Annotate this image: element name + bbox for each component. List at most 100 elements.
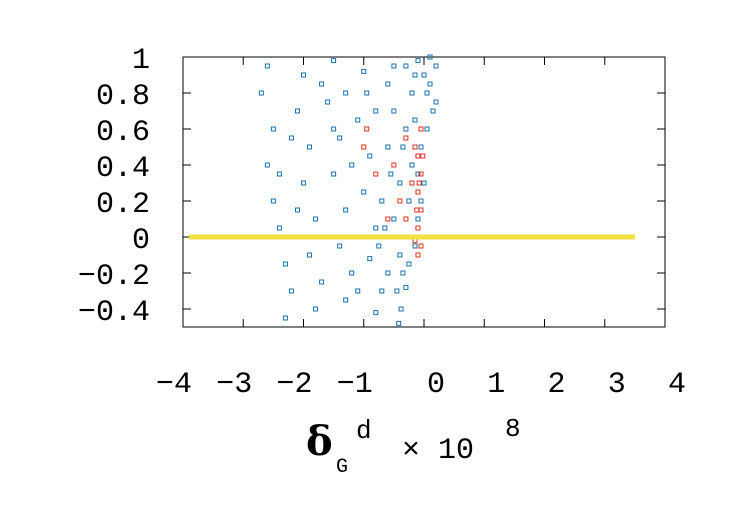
point xyxy=(412,117,418,123)
point xyxy=(403,63,409,69)
point xyxy=(373,310,379,316)
point xyxy=(379,198,385,204)
x-axis-label: δ G d × 10 8 xyxy=(306,414,521,482)
plot-frame xyxy=(182,56,666,328)
x-label-exp: 8 xyxy=(505,414,521,444)
point xyxy=(294,108,300,114)
point xyxy=(433,99,439,105)
point xyxy=(264,162,270,168)
point xyxy=(400,270,406,276)
point xyxy=(415,153,421,159)
point xyxy=(288,135,294,141)
x-tick-label: 1 xyxy=(487,368,505,402)
point xyxy=(376,243,382,249)
point xyxy=(301,180,306,186)
point xyxy=(270,126,276,132)
point xyxy=(391,162,397,168)
point xyxy=(325,99,331,105)
point xyxy=(385,144,391,150)
x-tick-label: −1 xyxy=(337,368,373,402)
point xyxy=(373,225,379,231)
point xyxy=(403,126,409,132)
x-label-sup: d xyxy=(356,416,372,446)
y-tick-label: 0.2 xyxy=(96,188,150,222)
point xyxy=(373,108,379,114)
point xyxy=(364,90,370,96)
point xyxy=(421,180,427,186)
point xyxy=(337,243,343,249)
point xyxy=(385,216,391,222)
point xyxy=(301,72,306,78)
point xyxy=(307,252,313,258)
point xyxy=(415,189,421,195)
point xyxy=(388,171,394,177)
point xyxy=(415,171,421,177)
point xyxy=(418,126,424,132)
point xyxy=(412,243,418,249)
y-tick-label: −0.2 xyxy=(78,260,150,294)
point xyxy=(276,171,282,177)
point xyxy=(409,180,415,186)
point xyxy=(430,108,436,114)
point xyxy=(258,90,264,96)
point xyxy=(400,144,406,150)
point xyxy=(415,225,421,231)
y-tick-label: 0.8 xyxy=(96,80,150,114)
point xyxy=(418,207,424,213)
y-tick-label: 0 xyxy=(132,224,150,258)
point xyxy=(276,225,282,231)
point xyxy=(264,63,270,69)
point xyxy=(424,90,430,96)
x-tick-label: −3 xyxy=(216,368,252,402)
point xyxy=(409,162,415,168)
point xyxy=(361,144,367,150)
point xyxy=(282,261,288,267)
point xyxy=(307,144,313,150)
point xyxy=(403,216,409,222)
point xyxy=(406,261,412,267)
point xyxy=(373,171,379,177)
point xyxy=(349,162,355,168)
point xyxy=(313,216,319,222)
point xyxy=(409,90,415,96)
x-tick-label: 4 xyxy=(668,368,686,402)
point xyxy=(418,243,424,249)
point xyxy=(403,135,409,141)
point xyxy=(414,207,420,213)
x-label-symbol: δ xyxy=(306,418,333,465)
point xyxy=(427,54,433,60)
point xyxy=(367,153,373,159)
point xyxy=(418,144,424,150)
point xyxy=(415,252,421,258)
point xyxy=(343,90,349,96)
point xyxy=(331,58,337,64)
point xyxy=(349,270,355,276)
point xyxy=(403,284,409,290)
point xyxy=(319,81,325,87)
point xyxy=(391,108,397,114)
point xyxy=(367,256,373,262)
point xyxy=(270,198,276,204)
point xyxy=(391,63,397,69)
x-tick-label: 0 xyxy=(427,368,445,402)
point xyxy=(355,288,361,294)
point xyxy=(382,225,388,231)
point xyxy=(294,207,300,213)
point xyxy=(415,216,421,222)
point xyxy=(385,270,391,276)
point xyxy=(397,180,403,186)
point xyxy=(415,58,421,64)
point xyxy=(406,198,412,204)
point xyxy=(418,198,424,204)
point xyxy=(397,252,403,258)
point xyxy=(337,135,343,141)
x-tick-label: −2 xyxy=(276,368,312,402)
x-tick-label: 3 xyxy=(608,368,626,402)
point xyxy=(319,279,325,285)
point xyxy=(343,297,349,303)
point xyxy=(331,126,337,132)
point xyxy=(343,207,349,213)
point xyxy=(412,72,418,78)
point xyxy=(361,189,367,195)
point xyxy=(420,153,426,159)
